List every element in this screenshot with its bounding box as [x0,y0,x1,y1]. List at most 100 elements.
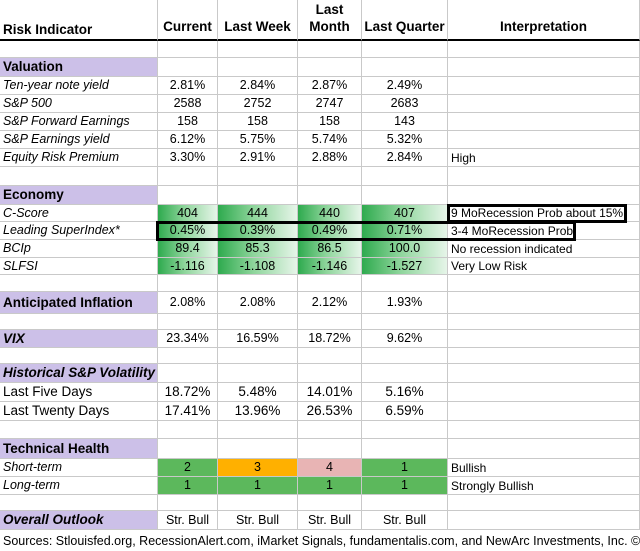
blank-cell [158,421,218,439]
blank-cell [298,314,362,330]
blank-cell [0,41,158,58]
interpretation-slfsi: Very Low Risk [448,258,640,275]
blank-cell [0,421,158,439]
blank-cell [298,186,362,205]
sp-yield-last-quarter: 5.32% [362,131,448,149]
bcip-last-quarter: 100.0 [362,240,448,258]
sp-fwd-last-quarter: 143 [362,113,448,131]
blank-cell [218,348,298,364]
interpretation-sp-fwd [448,113,640,131]
blank-cell [158,495,218,511]
blank-cell [158,364,218,383]
blank-cell [448,167,640,186]
bcip-last-week: 85.3 [218,240,298,258]
blank-cell [362,58,448,77]
blank-cell [0,495,158,511]
section-historical-volatility: Historical S&P Volatility [0,364,158,383]
blank-cell [298,58,362,77]
interpretation-cell [448,292,640,314]
blank-cell [218,275,298,292]
blank-cell [298,495,362,511]
blank-cell [298,364,362,383]
sp-fwd-current: 158 [158,113,218,131]
section-technical-health: Technical Health [0,439,158,459]
short-term-last-quarter: 1 [362,459,448,477]
cscore-last-week: 444 [218,205,298,222]
sp-yield-last-week: 5.75% [218,131,298,149]
blank-cell [298,421,362,439]
twenty-day-last-week: 13.96% [218,402,298,421]
blank-cell [0,314,158,330]
blank-cell [362,495,448,511]
blank-cell [0,348,158,364]
interpretation-lsi: 3-4 MoRecession Prob [448,222,640,240]
blank-cell [158,439,218,459]
section-economy: Economy [0,186,158,205]
row-label-five-day: Last Five Days [0,383,158,402]
blank-cell [448,314,640,330]
long-term-last-week: 1 [218,477,298,495]
section-vix: VIX [0,330,158,348]
vix-last-month: 18.72% [298,330,362,348]
short-term-current: 2 [158,459,218,477]
blank-cell [448,348,640,364]
blank-cell [218,58,298,77]
slfsi-last-week: -1.108 [218,258,298,275]
header-last-week: Last Week [218,0,298,41]
interpretation-erp: High [448,149,640,167]
blank-cell [362,439,448,459]
ten-year-last-week: 2.84% [218,77,298,95]
row-label-sp-yield: S&P Earnings yield [0,131,158,149]
erp-last-week: 2.91% [218,149,298,167]
blank-cell [448,41,640,58]
short-term-last-month: 4 [298,459,362,477]
lsi-last-month: 0.49% [298,222,362,240]
blank-cell [362,275,448,292]
blank-cell [362,167,448,186]
blank-cell [158,41,218,58]
lsi-last-week: 0.39% [218,222,298,240]
sp-fwd-last-week: 158 [218,113,298,131]
row-label-short-term: Short-term [0,459,158,477]
blank-cell [218,364,298,383]
row-label-sp-fwd: S&P Forward Earnings [0,113,158,131]
blank-cell [448,421,640,439]
blank-cell [158,314,218,330]
section-overall-outlook: Overall Outlook [0,511,158,530]
sp500-current: 2588 [158,95,218,113]
blank-cell [218,421,298,439]
blank-cell [362,348,448,364]
blank-cell [448,58,640,77]
blank-cell [298,439,362,459]
blank-cell [362,364,448,383]
inflation-last-quarter: 1.93% [362,292,448,314]
blank-cell [448,495,640,511]
bcip-last-month: 86.5 [298,240,362,258]
cscore-last-quarter: 407 [362,205,448,222]
lsi-current: 0.45% [158,222,218,240]
ten-year-current: 2.81% [158,77,218,95]
blank-cell [448,439,640,459]
blank-cell [362,186,448,205]
outlook-last-quarter: Str. Bull [362,511,448,530]
outlook-current: Str. Bull [158,511,218,530]
inflation-last-month: 2.12% [298,292,362,314]
interpretation-short-term: Bullish [448,459,640,477]
blank-cell [0,275,158,292]
twenty-day-current: 17.41% [158,402,218,421]
row-label-erp: Equity Risk Premium [0,149,158,167]
sp500-last-month: 2747 [298,95,362,113]
section-valuation: Valuation [0,58,158,77]
row-label-long-term: Long-term [0,477,158,495]
slfsi-last-quarter: -1.527 [362,258,448,275]
ten-year-last-month: 2.87% [298,77,362,95]
row-label-sp500: S&P 500 [0,95,158,113]
row-label-ten-year: Ten-year note yield [0,77,158,95]
long-term-last-month: 1 [298,477,362,495]
erp-last-quarter: 2.84% [362,149,448,167]
blank-cell [218,167,298,186]
row-label-lsi: Leading SuperIndex* [0,222,158,240]
cscore-last-month: 440 [298,205,362,222]
vix-last-week: 16.59% [218,330,298,348]
twenty-day-last-quarter: 6.59% [362,402,448,421]
